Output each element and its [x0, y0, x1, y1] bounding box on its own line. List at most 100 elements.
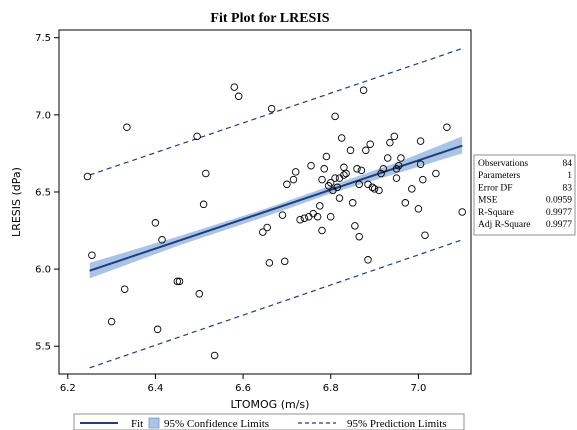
data-point [353, 165, 361, 173]
y-tick-label: 6.0 [35, 265, 51, 276]
stats-label: Observations [478, 159, 528, 169]
data-point [414, 205, 423, 213]
chart-title: Fit Plot for LRESIS [210, 11, 329, 26]
y-axis: 5.5 6.0 6.5 7.0 7.5 [35, 33, 59, 353]
data-point [383, 154, 392, 162]
prediction-upper-line [89, 47, 463, 176]
x-axis-label: LTOMOG (m/s) [231, 398, 310, 411]
stats-label: Parameters [478, 171, 521, 181]
data-point [342, 169, 350, 178]
data-point [202, 169, 210, 178]
x-tick-label: 6.2 [60, 383, 76, 394]
data-point [416, 160, 425, 168]
data-point [318, 175, 326, 184]
data-point [316, 202, 324, 210]
data-point [392, 174, 401, 182]
data-point [326, 178, 335, 187]
stats-value: 84 [563, 159, 573, 169]
data-point [158, 236, 166, 244]
stats-table-frame [473, 154, 576, 236]
data-points [83, 83, 466, 360]
data-point [370, 185, 379, 193]
data-point [377, 169, 385, 178]
prediction-lower-line [89, 239, 463, 369]
y-tick-label: 5.5 [35, 342, 51, 353]
data-point [318, 226, 326, 235]
data-point [173, 277, 182, 286]
data-point [175, 277, 184, 286]
data-point [364, 256, 372, 264]
data-point [419, 175, 427, 184]
data-point [280, 257, 289, 266]
data-point [83, 172, 92, 181]
data-point [432, 169, 440, 178]
data-point [331, 174, 339, 182]
stats-label: Adj R-Square [478, 220, 531, 230]
data-point [443, 123, 451, 131]
plot-area [58, 29, 472, 375]
data-point [408, 185, 416, 193]
data-point [337, 134, 346, 142]
legend-frame [73, 413, 465, 430]
x-tick-label: 6.4 [147, 383, 163, 394]
data-point [107, 317, 116, 326]
data-point [355, 180, 363, 189]
legend-fit-label: Fit [131, 418, 143, 430]
stats-label: MSE [478, 196, 498, 206]
data-point [331, 112, 339, 121]
data-point [375, 186, 383, 195]
data-point [340, 163, 348, 172]
data-point [348, 199, 357, 207]
fit-line [89, 144, 463, 272]
data-point [357, 166, 366, 175]
data-point [151, 219, 160, 227]
data-point [421, 231, 429, 239]
data-point [346, 146, 355, 155]
data-point [296, 215, 304, 224]
data-point [210, 351, 219, 360]
y-axis-label: LRESIS (dPa) [10, 167, 23, 237]
data-point [359, 86, 368, 94]
stats-value: 83 [563, 183, 573, 193]
data-point [300, 214, 309, 222]
y-tick-label: 7.5 [35, 33, 51, 44]
stats-label: R-Square [478, 208, 514, 218]
data-point [283, 180, 291, 189]
data-point [401, 199, 410, 207]
x-tick-label: 6.8 [323, 383, 339, 394]
data-point [320, 165, 328, 173]
data-point [340, 171, 348, 179]
legend-band-label: 95% Confidence Limits [164, 418, 269, 430]
data-point [333, 183, 342, 192]
data-point [313, 212, 322, 221]
data-point [234, 92, 243, 101]
legend: Fit 95% Confidence Limits 95% Prediction… [73, 413, 465, 430]
data-point [355, 232, 363, 241]
data-point [263, 223, 271, 232]
y-tick-label: 6.5 [35, 187, 51, 198]
x-tick-label: 6.6 [235, 383, 251, 394]
stats-value: 0.0959 [546, 196, 572, 206]
data-point [394, 161, 403, 170]
stats-table: Observations 84 Parameters 1 Error DF 83 MSE 0.… [473, 154, 576, 236]
data-point [289, 175, 298, 184]
data-point [291, 168, 300, 176]
data-point [322, 152, 331, 161]
stats-value: 0.9977 [546, 208, 572, 218]
data-point [366, 140, 374, 148]
y-tick-label: 7.0 [35, 110, 51, 121]
data-point [416, 137, 425, 145]
data-point [230, 83, 239, 91]
stats-value: 1 [567, 171, 572, 181]
legend-prediction-label: 95% Prediction Limits [347, 418, 447, 430]
data-point [368, 183, 377, 192]
data-point [362, 146, 370, 155]
data-point [193, 132, 201, 141]
data-point [458, 208, 466, 216]
stats-label: Error DF [478, 183, 513, 193]
data-point [379, 165, 388, 173]
data-point [307, 161, 315, 170]
data-point [88, 251, 96, 259]
data-point [195, 290, 204, 298]
